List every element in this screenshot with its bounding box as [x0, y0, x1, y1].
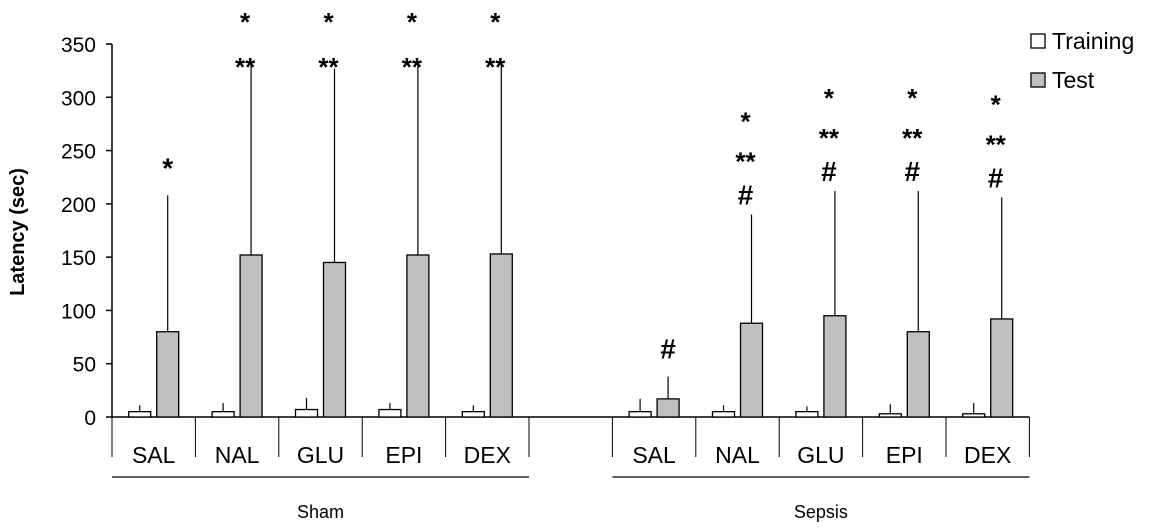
significance-marker: * — [240, 7, 251, 37]
training-bar — [128, 411, 152, 418]
bars-layer — [128, 61, 1014, 418]
training-bar — [795, 411, 819, 418]
significance-marker: ** — [402, 52, 423, 82]
y-tick-label: 100 — [61, 300, 96, 323]
test-bar — [823, 315, 847, 418]
y-tick-label: 300 — [61, 87, 96, 110]
training-bar — [211, 411, 235, 418]
significance-marker: ** — [819, 123, 840, 153]
significance-marker: ** — [735, 147, 756, 177]
legend: Training Test — [1030, 28, 1134, 93]
training-bar — [461, 411, 485, 418]
training-bar — [711, 411, 736, 418]
significance-marker: ** — [986, 129, 1007, 159]
significance-marker: * — [407, 7, 418, 37]
significance-marker: * — [991, 89, 1002, 119]
x-tick-label: EPI — [385, 442, 422, 468]
significance-marker: # — [988, 162, 1004, 193]
significance-marker: * — [824, 83, 835, 113]
x-tick-label: SAL — [132, 442, 176, 468]
x-tick-label: DEX — [464, 442, 511, 468]
training-bar — [378, 408, 402, 418]
labels-layer: *SAL***NAL***GLU***EPI***DEXSham#SAL***#… — [112, 7, 1030, 522]
test-bar — [906, 331, 930, 418]
y-tick-label: 350 — [61, 34, 96, 57]
x-tick-label: GLU — [797, 442, 844, 468]
test-bar — [239, 254, 263, 418]
significance-marker: ** — [902, 123, 923, 153]
x-tick-label: DEX — [964, 442, 1011, 468]
legend-label: Test — [1052, 67, 1095, 93]
y-tick-label: 250 — [61, 141, 96, 164]
test-bar — [406, 254, 430, 418]
significance-marker: # — [821, 156, 837, 187]
test-bar — [739, 322, 764, 418]
test-bar — [156, 331, 180, 418]
significance-marker: ** — [318, 52, 339, 82]
significance-marker: ** — [485, 52, 506, 82]
legend-swatch — [1030, 33, 1046, 49]
y-tick-label: 150 — [61, 247, 96, 270]
x-tick-label: NAL — [215, 442, 260, 468]
significance-marker: * — [740, 107, 751, 137]
x-tick-label: SAL — [632, 442, 676, 468]
significance-marker: # — [738, 180, 754, 211]
test-bar — [990, 318, 1014, 418]
training-bar — [878, 413, 902, 418]
test-bar — [489, 253, 513, 418]
x-tick-label: EPI — [886, 442, 923, 468]
significance-marker: * — [490, 7, 501, 37]
axes: 0 50 100 150 200 250 300 350 — [61, 34, 1030, 457]
group-label: Sepsis — [794, 502, 848, 522]
significance-marker: # — [660, 334, 676, 365]
training-bar — [962, 413, 986, 418]
significance-marker: * — [162, 152, 173, 183]
significance-marker: * — [907, 83, 918, 113]
x-tick-label: NAL — [715, 442, 760, 468]
y-tick-label: 50 — [73, 354, 96, 377]
y-tick-label: 200 — [61, 194, 96, 217]
y-tick-label: 0 — [84, 407, 96, 430]
y-axis-label: Latency (sec) — [7, 168, 29, 296]
significance-marker: # — [905, 156, 921, 187]
x-tick-label: GLU — [297, 442, 344, 468]
significance-marker: * — [323, 7, 334, 37]
test-bar — [656, 398, 680, 418]
significance-marker: ** — [235, 52, 256, 82]
legend-label: Training — [1052, 28, 1134, 54]
legend-swatch — [1030, 72, 1046, 88]
training-bar — [628, 411, 652, 418]
group-label: Sham — [297, 502, 344, 522]
test-bar — [322, 261, 347, 418]
training-bar — [294, 408, 319, 418]
